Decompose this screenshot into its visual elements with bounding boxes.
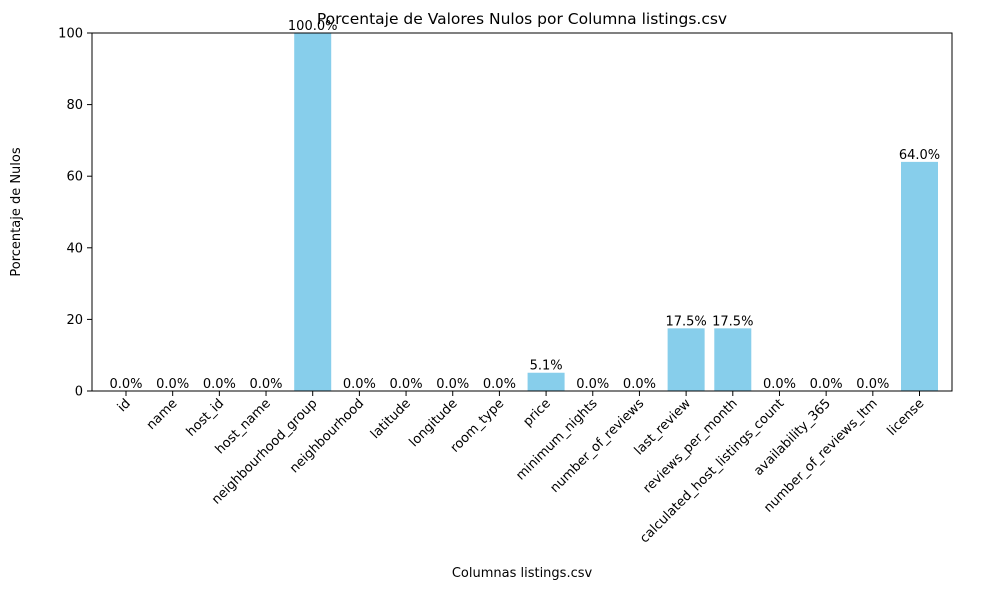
bar-label-price: 5.1% xyxy=(530,359,563,374)
x-tick-label-name: name xyxy=(144,396,181,433)
y-tick-label-80: 80 xyxy=(66,98,83,113)
bar-label-room-type: 0.0% xyxy=(483,377,516,392)
bar-label-reviews-per-month: 17.5% xyxy=(712,314,753,329)
bar-label-latitude: 0.0% xyxy=(390,377,423,392)
chart-title: Porcentaje de Valores Nulos por Columna … xyxy=(317,10,727,28)
y-tick-label-40: 40 xyxy=(66,241,83,256)
x-axis: id name host_idhost_nameneighbourhood_grou… xyxy=(115,391,928,546)
bar-label-number-of-reviews-ltm: 0.0% xyxy=(856,377,889,392)
x-tick-label-minimum-nights: minimum_nights xyxy=(513,396,600,483)
bar-label-longitude: 0.0% xyxy=(436,377,469,392)
bar-price xyxy=(527,372,565,391)
plot-frame xyxy=(91,32,953,392)
x-tick-label-latitude: latitude xyxy=(368,396,414,442)
bar-label-host-id: 0.0% xyxy=(203,377,236,392)
bar-neighbourhood-group xyxy=(294,33,332,391)
bar-label-minimum-nights: 0.0% xyxy=(576,377,609,392)
bar-label-number-of-reviews: 0.0% xyxy=(623,377,656,392)
x-axis-title: Columnas listings.csv xyxy=(452,566,593,581)
bar-label-calculated-host-listings-count: 0.0% xyxy=(763,377,796,392)
bar-value-labels: 0.0% 0.0% 0.0% 0.0% 100.0% 0.0% 0.0% 0.0% 0.0% 5.… xyxy=(109,19,940,392)
bar-reviews-per-month xyxy=(714,328,752,391)
x-tick-label-host-id: host_id xyxy=(184,396,227,439)
bar-label-license: 64.0% xyxy=(899,148,940,163)
y-tick-label-100: 100 xyxy=(58,27,83,42)
y-axis-title: Porcentaje de Nulos xyxy=(9,147,24,276)
bar-label-last-review: 17.5% xyxy=(665,314,706,329)
x-tick-label-license: license xyxy=(885,396,928,439)
bar-label-neighbourhood-group: 100.0% xyxy=(288,19,338,34)
bar-license xyxy=(901,161,938,391)
y-tick-label-60: 60 xyxy=(66,170,83,185)
bar-label-host-name: 0.0% xyxy=(250,377,283,392)
x-tick-label-id: id xyxy=(115,396,134,415)
bars-group xyxy=(294,33,938,391)
bar-last-review xyxy=(667,328,705,391)
y-tick-label-0: 0 xyxy=(75,385,83,400)
bar-label-id: 0.0% xyxy=(109,377,142,392)
y-tick-label-20: 20 xyxy=(66,313,83,328)
bar-label-availability-365: 0.0% xyxy=(810,377,843,392)
bar-label-neighbourhood: 0.0% xyxy=(343,377,376,392)
bar-label-name: 0.0% xyxy=(156,377,189,392)
y-axis: 0 20 40 60 80 100 xyxy=(58,27,92,400)
x-tick-label-price: price xyxy=(520,396,553,429)
